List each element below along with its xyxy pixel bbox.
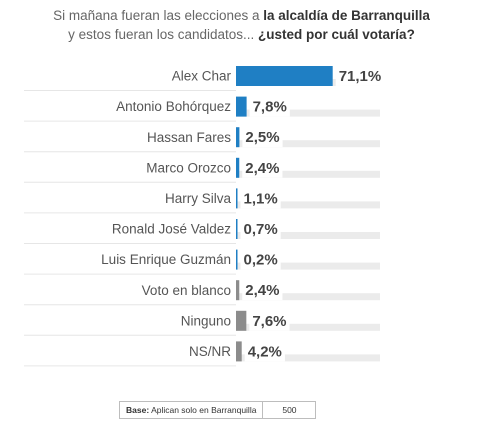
data-label-background bbox=[242, 128, 283, 148]
data-label: 2,5% bbox=[245, 129, 279, 146]
data-label: 0,2% bbox=[244, 252, 278, 269]
category-label: Harry Silva bbox=[165, 191, 232, 206]
bar bbox=[236, 310, 247, 331]
base-label: Base: bbox=[126, 405, 150, 415]
base-text: Aplican solo en Barranquilla bbox=[151, 405, 257, 415]
bar-track bbox=[236, 232, 380, 239]
chart-title: Si mañana fueran las elecciones a la alc… bbox=[0, 6, 483, 44]
data-label: 1,1% bbox=[244, 190, 278, 207]
data-label: 2,4% bbox=[245, 160, 279, 177]
base-table: Base: Aplican solo en Barranquilla 500 bbox=[119, 401, 317, 419]
data-label-background bbox=[244, 342, 285, 362]
category-label: Hassan Fares bbox=[147, 130, 231, 145]
bar bbox=[236, 280, 240, 301]
title-line-1-bold: la alcaldía de Barranquilla bbox=[263, 8, 430, 23]
data-label: 2,4% bbox=[245, 282, 279, 299]
bar-track bbox=[236, 109, 380, 117]
bar-track bbox=[236, 170, 380, 178]
bar-track bbox=[236, 293, 380, 301]
data-label-background bbox=[240, 250, 281, 270]
category-label: Ninguno bbox=[181, 313, 231, 328]
bar bbox=[236, 157, 240, 178]
data-label: 7,8% bbox=[253, 99, 287, 116]
data-label: 7,6% bbox=[252, 313, 286, 330]
category-label: Luis Enrique Guzmán bbox=[101, 252, 231, 267]
data-label: 71,1% bbox=[339, 68, 382, 85]
data-label-background bbox=[335, 66, 385, 86]
data-label-background bbox=[249, 311, 290, 331]
data-label-background bbox=[240, 219, 281, 239]
title-line-2-text: y estos fueran los candidatos... bbox=[68, 27, 259, 42]
bar bbox=[236, 66, 333, 86]
bar bbox=[236, 127, 240, 148]
bar bbox=[236, 188, 238, 209]
base-description: Base: Aplican solo en Barranquilla bbox=[120, 402, 262, 418]
bar bbox=[236, 341, 242, 362]
data-label: 4,2% bbox=[248, 343, 282, 360]
bar bbox=[236, 249, 238, 270]
category-label: Marco Orozco bbox=[146, 160, 231, 175]
data-label: 0,7% bbox=[244, 221, 278, 238]
data-label-background bbox=[242, 281, 283, 301]
data-label-background bbox=[240, 189, 281, 209]
base-count: 500 bbox=[262, 402, 315, 418]
bar bbox=[236, 96, 247, 117]
title-line-1: Si mañana fueran las elecciones a la alc… bbox=[0, 6, 483, 25]
category-label: Voto en blanco bbox=[142, 283, 231, 298]
title-line-1-text: Si mañana fueran las elecciones a bbox=[53, 8, 264, 23]
bar-track bbox=[236, 354, 380, 362]
title-line-2: y estos fueran los candidatos... ¿usted … bbox=[0, 25, 483, 44]
bar bbox=[236, 219, 238, 239]
bar-track bbox=[236, 323, 380, 331]
bar-chart: Alex Char 71,1% Antonio Bohórquez 7,8% Hassa… bbox=[24, 66, 385, 367]
bar-track bbox=[236, 140, 380, 148]
bar-track bbox=[236, 262, 380, 270]
title-line-2-bold: ¿usted por cuál votaría? bbox=[258, 27, 415, 42]
data-label-background bbox=[242, 158, 283, 178]
category-label: Antonio Bohórquez bbox=[116, 99, 231, 114]
category-label: Ronald José Valdez bbox=[112, 222, 231, 237]
category-label: NS/NR bbox=[189, 344, 231, 359]
bar-track bbox=[236, 201, 380, 209]
data-label-background bbox=[249, 97, 290, 117]
category-label: Alex Char bbox=[172, 69, 232, 84]
